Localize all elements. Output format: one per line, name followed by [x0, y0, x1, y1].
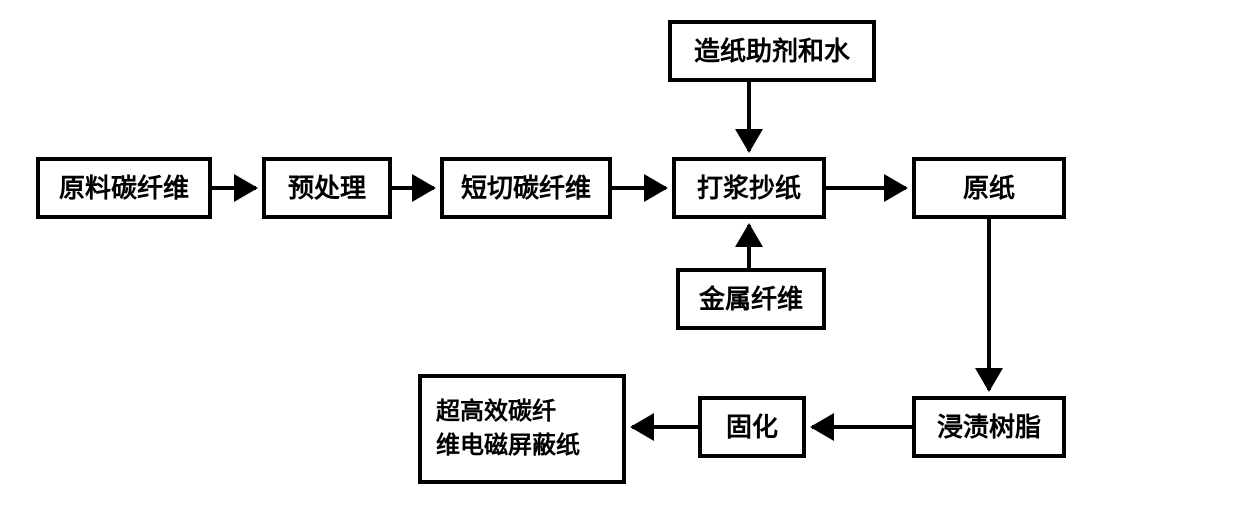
node-label: 造纸助剂和水	[694, 33, 850, 69]
node-label: 固化	[726, 409, 778, 445]
node-raw-carbon-fiber: 原料碳纤维	[36, 157, 212, 219]
node-label-line1: 超高效碳纤	[436, 398, 556, 425]
node-base-paper: 原纸	[912, 157, 1066, 219]
node-label: 打浆抄纸	[697, 170, 801, 206]
node-chopped-carbon-fiber: 短切碳纤维	[440, 157, 612, 219]
node-pretreatment: 预处理	[262, 157, 392, 219]
node-metal-fiber: 金属纤维	[676, 268, 826, 330]
node-final-product: 超高效碳纤 维电磁屏蔽纸	[418, 374, 626, 484]
node-beating-papermaking: 打浆抄纸	[672, 157, 826, 219]
node-label: 原料碳纤维	[59, 170, 189, 206]
node-label: 短切碳纤维	[461, 170, 591, 206]
node-label: 金属纤维	[699, 281, 803, 317]
node-label: 超高效碳纤 维电磁屏蔽纸	[436, 395, 580, 462]
node-label: 原纸	[963, 170, 1015, 206]
node-label-line2: 维电磁屏蔽纸	[436, 432, 580, 459]
node-additives-water: 造纸助剂和水	[668, 20, 876, 82]
node-impregnate-resin: 浸渍树脂	[912, 396, 1066, 458]
node-label: 浸渍树脂	[937, 409, 1041, 445]
node-curing: 固化	[698, 396, 806, 458]
node-label: 预处理	[288, 170, 366, 206]
